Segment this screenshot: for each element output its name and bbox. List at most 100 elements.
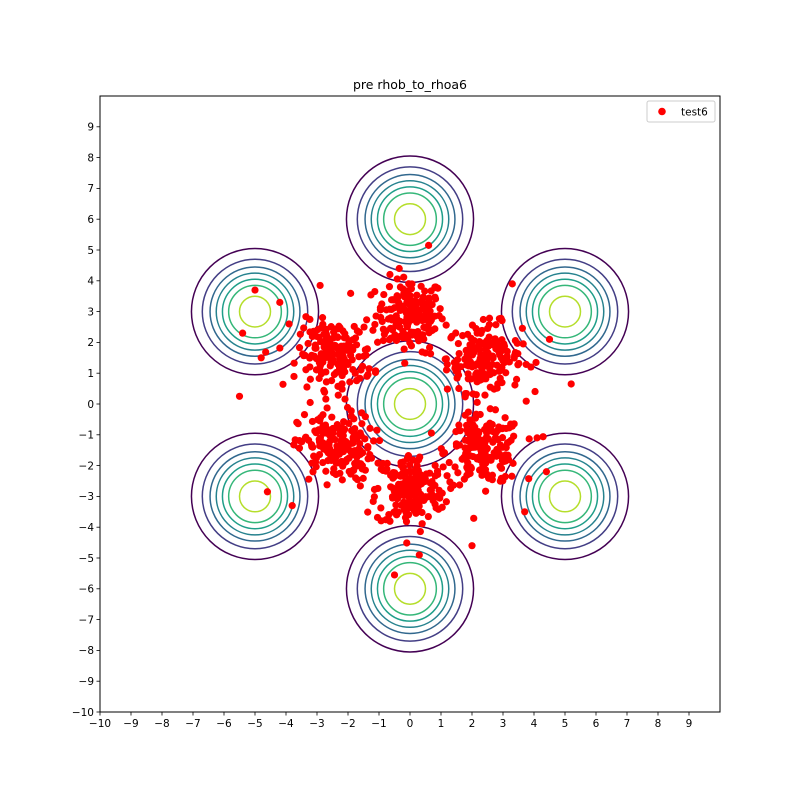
scatter-point [426, 350, 435, 358]
contour-ring [500, 432, 630, 561]
y-tick-label: 0 [87, 399, 94, 411]
contour-ring [548, 295, 582, 328]
scatter-point [363, 316, 371, 324]
scatter-point [468, 321, 477, 329]
scatter-point [525, 435, 533, 443]
scatter-point [295, 444, 304, 452]
scatter-point [364, 370, 372, 379]
scatter-point [382, 467, 390, 475]
scatter-point [414, 335, 423, 344]
x-tick-label: −4 [278, 718, 294, 730]
scatter-point [405, 308, 414, 316]
scatter-point [341, 330, 349, 338]
scatter-point [385, 510, 393, 519]
scatter-point [438, 503, 446, 511]
scatter-point [358, 420, 366, 428]
scatter-point [320, 386, 328, 395]
scatter-point [310, 452, 318, 460]
scatter-point [474, 434, 482, 442]
scatter-point [387, 334, 395, 342]
chart-title: pre rhob_to_rhoa6 [353, 77, 467, 92]
scatter-point [338, 423, 346, 432]
scatter-point [306, 363, 314, 371]
scatter-point [485, 314, 494, 322]
scatter-point [463, 426, 471, 434]
scatter-point [396, 306, 404, 315]
scatter-point [470, 514, 478, 522]
scatter-point [326, 362, 334, 370]
scatter-point [380, 330, 388, 338]
scatter-point [436, 305, 444, 313]
contour-ring [370, 364, 450, 444]
scatter-point [498, 317, 506, 325]
y-tick-label: −8 [79, 645, 94, 657]
contour-ring [370, 549, 450, 629]
scatter-point [377, 313, 385, 322]
scatter-point [309, 468, 317, 476]
scatter-point [407, 342, 416, 350]
scatter-point [514, 350, 522, 358]
scatter-point [468, 431, 476, 439]
scatter-point [288, 502, 296, 510]
scatter-point [395, 264, 403, 273]
scatter-point [335, 459, 343, 467]
scatter-point [462, 389, 471, 398]
scatter-point [419, 293, 427, 301]
scatter-point [513, 339, 521, 347]
scatter-point [349, 365, 357, 374]
scatter-point [328, 413, 336, 421]
scatter-point [432, 504, 440, 512]
scatter-point [303, 383, 311, 391]
contour-ring [364, 358, 456, 450]
contour-ring [238, 295, 272, 328]
scatter-point [385, 283, 394, 291]
x-tick-label: −1 [371, 718, 386, 730]
scatter-point [454, 469, 462, 477]
scatter-point [373, 513, 382, 522]
scatter-point [494, 347, 503, 355]
scatter-point [470, 348, 478, 357]
scatter-point [305, 475, 313, 483]
scatter-point [426, 307, 434, 315]
scatter-point [374, 459, 382, 467]
scatter-point [490, 385, 498, 393]
scatter-point [379, 336, 387, 345]
x-axis: −10 −9 −8 −7 −6 −5 −4 −3 −2 −1 0 1 2 3 4 5 6 7 8 9 [89, 712, 692, 730]
contour-ring [345, 524, 475, 653]
x-tick-label: 9 [686, 718, 693, 730]
scatter-point [276, 298, 284, 306]
scatter-point [342, 437, 350, 446]
scatter-point [308, 459, 316, 467]
scatter-point [396, 283, 405, 291]
contour-ring [227, 469, 283, 524]
scatter-point [314, 325, 322, 334]
scatter-point [316, 440, 324, 449]
scatter-point [416, 527, 424, 536]
scatter-point [464, 355, 472, 363]
scatter-point [276, 344, 284, 352]
scatter-point [347, 289, 355, 297]
contour-ring [221, 278, 289, 345]
scatter-point [496, 477, 504, 485]
scatter-point [451, 364, 459, 372]
x-tick-label: 3 [500, 718, 507, 730]
scatter-point [239, 329, 247, 337]
contour-ring [201, 443, 309, 550]
scatter-point [440, 449, 449, 457]
scatter-point [306, 328, 314, 336]
scatter-point [375, 436, 384, 445]
scatter-point [392, 501, 400, 509]
contour-ring [382, 377, 438, 431]
scatter-point [374, 484, 382, 493]
scatter-point [476, 360, 484, 368]
contour-ring [382, 561, 438, 616]
scatter-point [427, 429, 436, 437]
y-tick-label: −7 [79, 614, 94, 626]
scatter-point [442, 366, 451, 374]
scatter-point [455, 421, 463, 429]
scatter-point [306, 315, 314, 324]
scatter-point [492, 428, 500, 436]
scatter-point [262, 348, 270, 356]
scatter-point [420, 496, 428, 505]
scatter-point [472, 373, 480, 381]
